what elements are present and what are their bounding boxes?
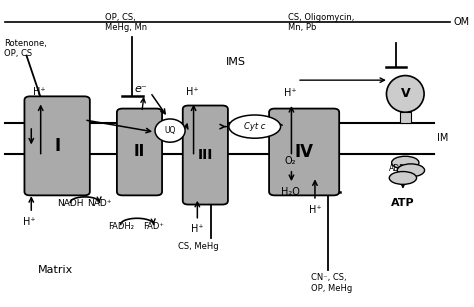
Text: IMS: IMS [226, 57, 246, 67]
Text: CS, Oligomycin,
Mn, Pb: CS, Oligomycin, Mn, Pb [288, 13, 354, 32]
Text: IV: IV [295, 143, 314, 161]
Ellipse shape [392, 156, 419, 169]
Text: II: II [134, 145, 145, 159]
Text: UQ: UQ [164, 126, 176, 135]
Text: ADP+Pᵢ: ADP+Pᵢ [389, 164, 417, 173]
Text: I: I [54, 137, 60, 155]
Text: CN⁻, CS,
OP, MeHg: CN⁻, CS, OP, MeHg [311, 273, 353, 293]
Text: NADH: NADH [57, 199, 83, 208]
Text: Rotenone,
OP, CS: Rotenone, OP, CS [4, 39, 47, 58]
Text: V: V [401, 87, 410, 100]
FancyBboxPatch shape [269, 109, 339, 195]
Ellipse shape [386, 76, 424, 112]
Ellipse shape [397, 164, 425, 177]
Text: OM: OM [453, 17, 469, 27]
Text: H⁺: H⁺ [191, 224, 204, 234]
Text: H⁺: H⁺ [23, 217, 35, 227]
Text: CS, MeHg: CS, MeHg [178, 242, 219, 251]
Text: IM: IM [438, 133, 449, 143]
Text: Matrix: Matrix [38, 265, 73, 275]
Text: Cyt c: Cyt c [244, 122, 265, 131]
Text: H₂O: H₂O [281, 187, 300, 197]
Text: NAD⁺: NAD⁺ [87, 199, 112, 208]
Text: III: III [198, 148, 213, 162]
Text: ATP: ATP [391, 198, 415, 208]
FancyBboxPatch shape [183, 106, 228, 204]
Text: H⁺: H⁺ [284, 88, 296, 99]
Text: OP, CS,
MeHg, Mn: OP, CS, MeHg, Mn [105, 13, 147, 32]
Text: O₂: O₂ [284, 156, 296, 166]
Text: FADH₂: FADH₂ [108, 222, 134, 231]
Text: FAD⁺: FAD⁺ [143, 222, 164, 231]
Ellipse shape [229, 115, 281, 138]
FancyBboxPatch shape [117, 109, 162, 195]
Text: H⁺: H⁺ [186, 87, 199, 97]
Ellipse shape [155, 119, 185, 142]
FancyBboxPatch shape [400, 112, 411, 123]
Ellipse shape [389, 172, 417, 185]
Text: H⁺: H⁺ [33, 87, 46, 97]
Text: H⁺: H⁺ [309, 204, 321, 215]
FancyBboxPatch shape [25, 96, 90, 195]
Text: e⁻: e⁻ [135, 84, 147, 94]
